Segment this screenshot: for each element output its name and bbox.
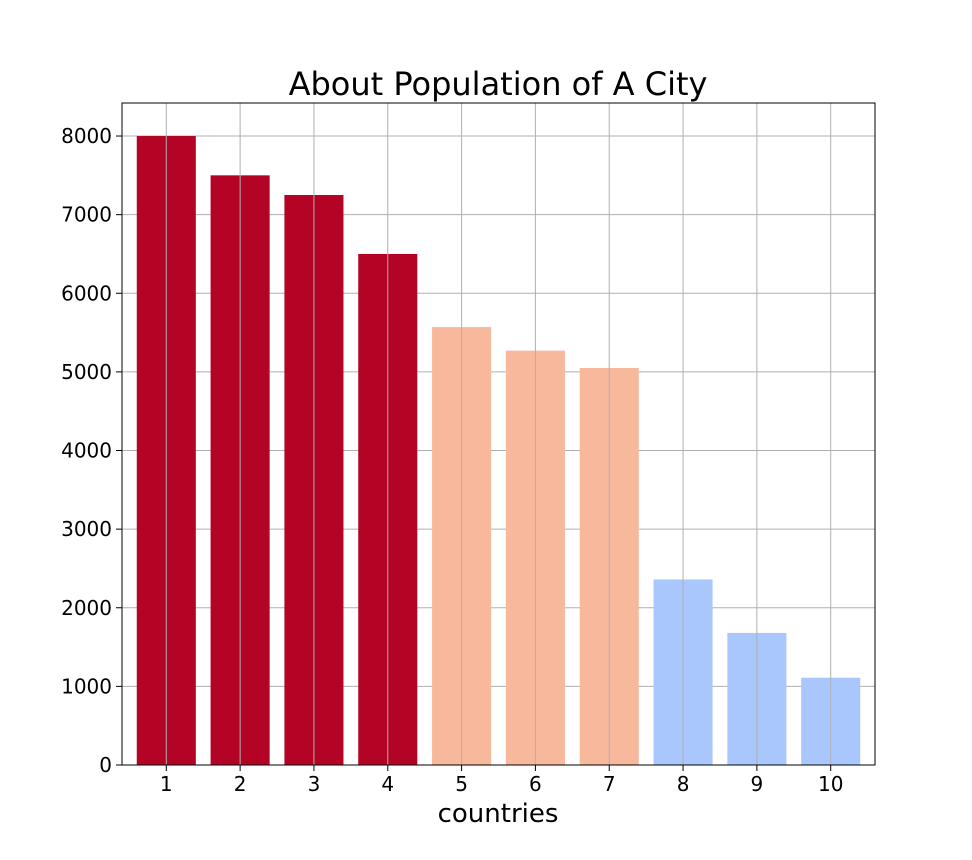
y-tick-label: 5000 (61, 360, 112, 384)
y-tick-label: 3000 (61, 517, 112, 541)
y-tick-label: 1000 (61, 674, 112, 698)
grid-lines-overlay (165, 103, 832, 765)
x-tick-label: 1 (160, 772, 173, 796)
y-tick-label: 8000 (61, 124, 112, 148)
y-tick-label: 6000 (61, 281, 112, 305)
x-tick-label: 8 (677, 772, 690, 796)
y-tick-label: 0 (99, 753, 112, 777)
chart-title: About Population of A City (289, 65, 708, 103)
x-tick-label: 10 (818, 772, 843, 796)
y-tick-label: 2000 (61, 596, 112, 620)
x-tick-label: 5 (455, 772, 468, 796)
x-tick-label: 6 (529, 772, 542, 796)
y-tick-label: 7000 (61, 203, 112, 227)
x-tick-label: 7 (603, 772, 616, 796)
y-tick-label: 4000 (61, 439, 112, 463)
x-tick-label: 9 (751, 772, 764, 796)
x-tick-label: 4 (381, 772, 394, 796)
x-axis-label: countries (438, 799, 559, 829)
x-tick-label: 2 (234, 772, 247, 796)
axis-ticks: 0 1000 2000 3000 4000 5000 6000 7000 8000 1 2 3 4 5 6 7… (61, 124, 843, 796)
plot-frame (121, 102, 876, 766)
x-tick-label: 3 (308, 772, 321, 796)
